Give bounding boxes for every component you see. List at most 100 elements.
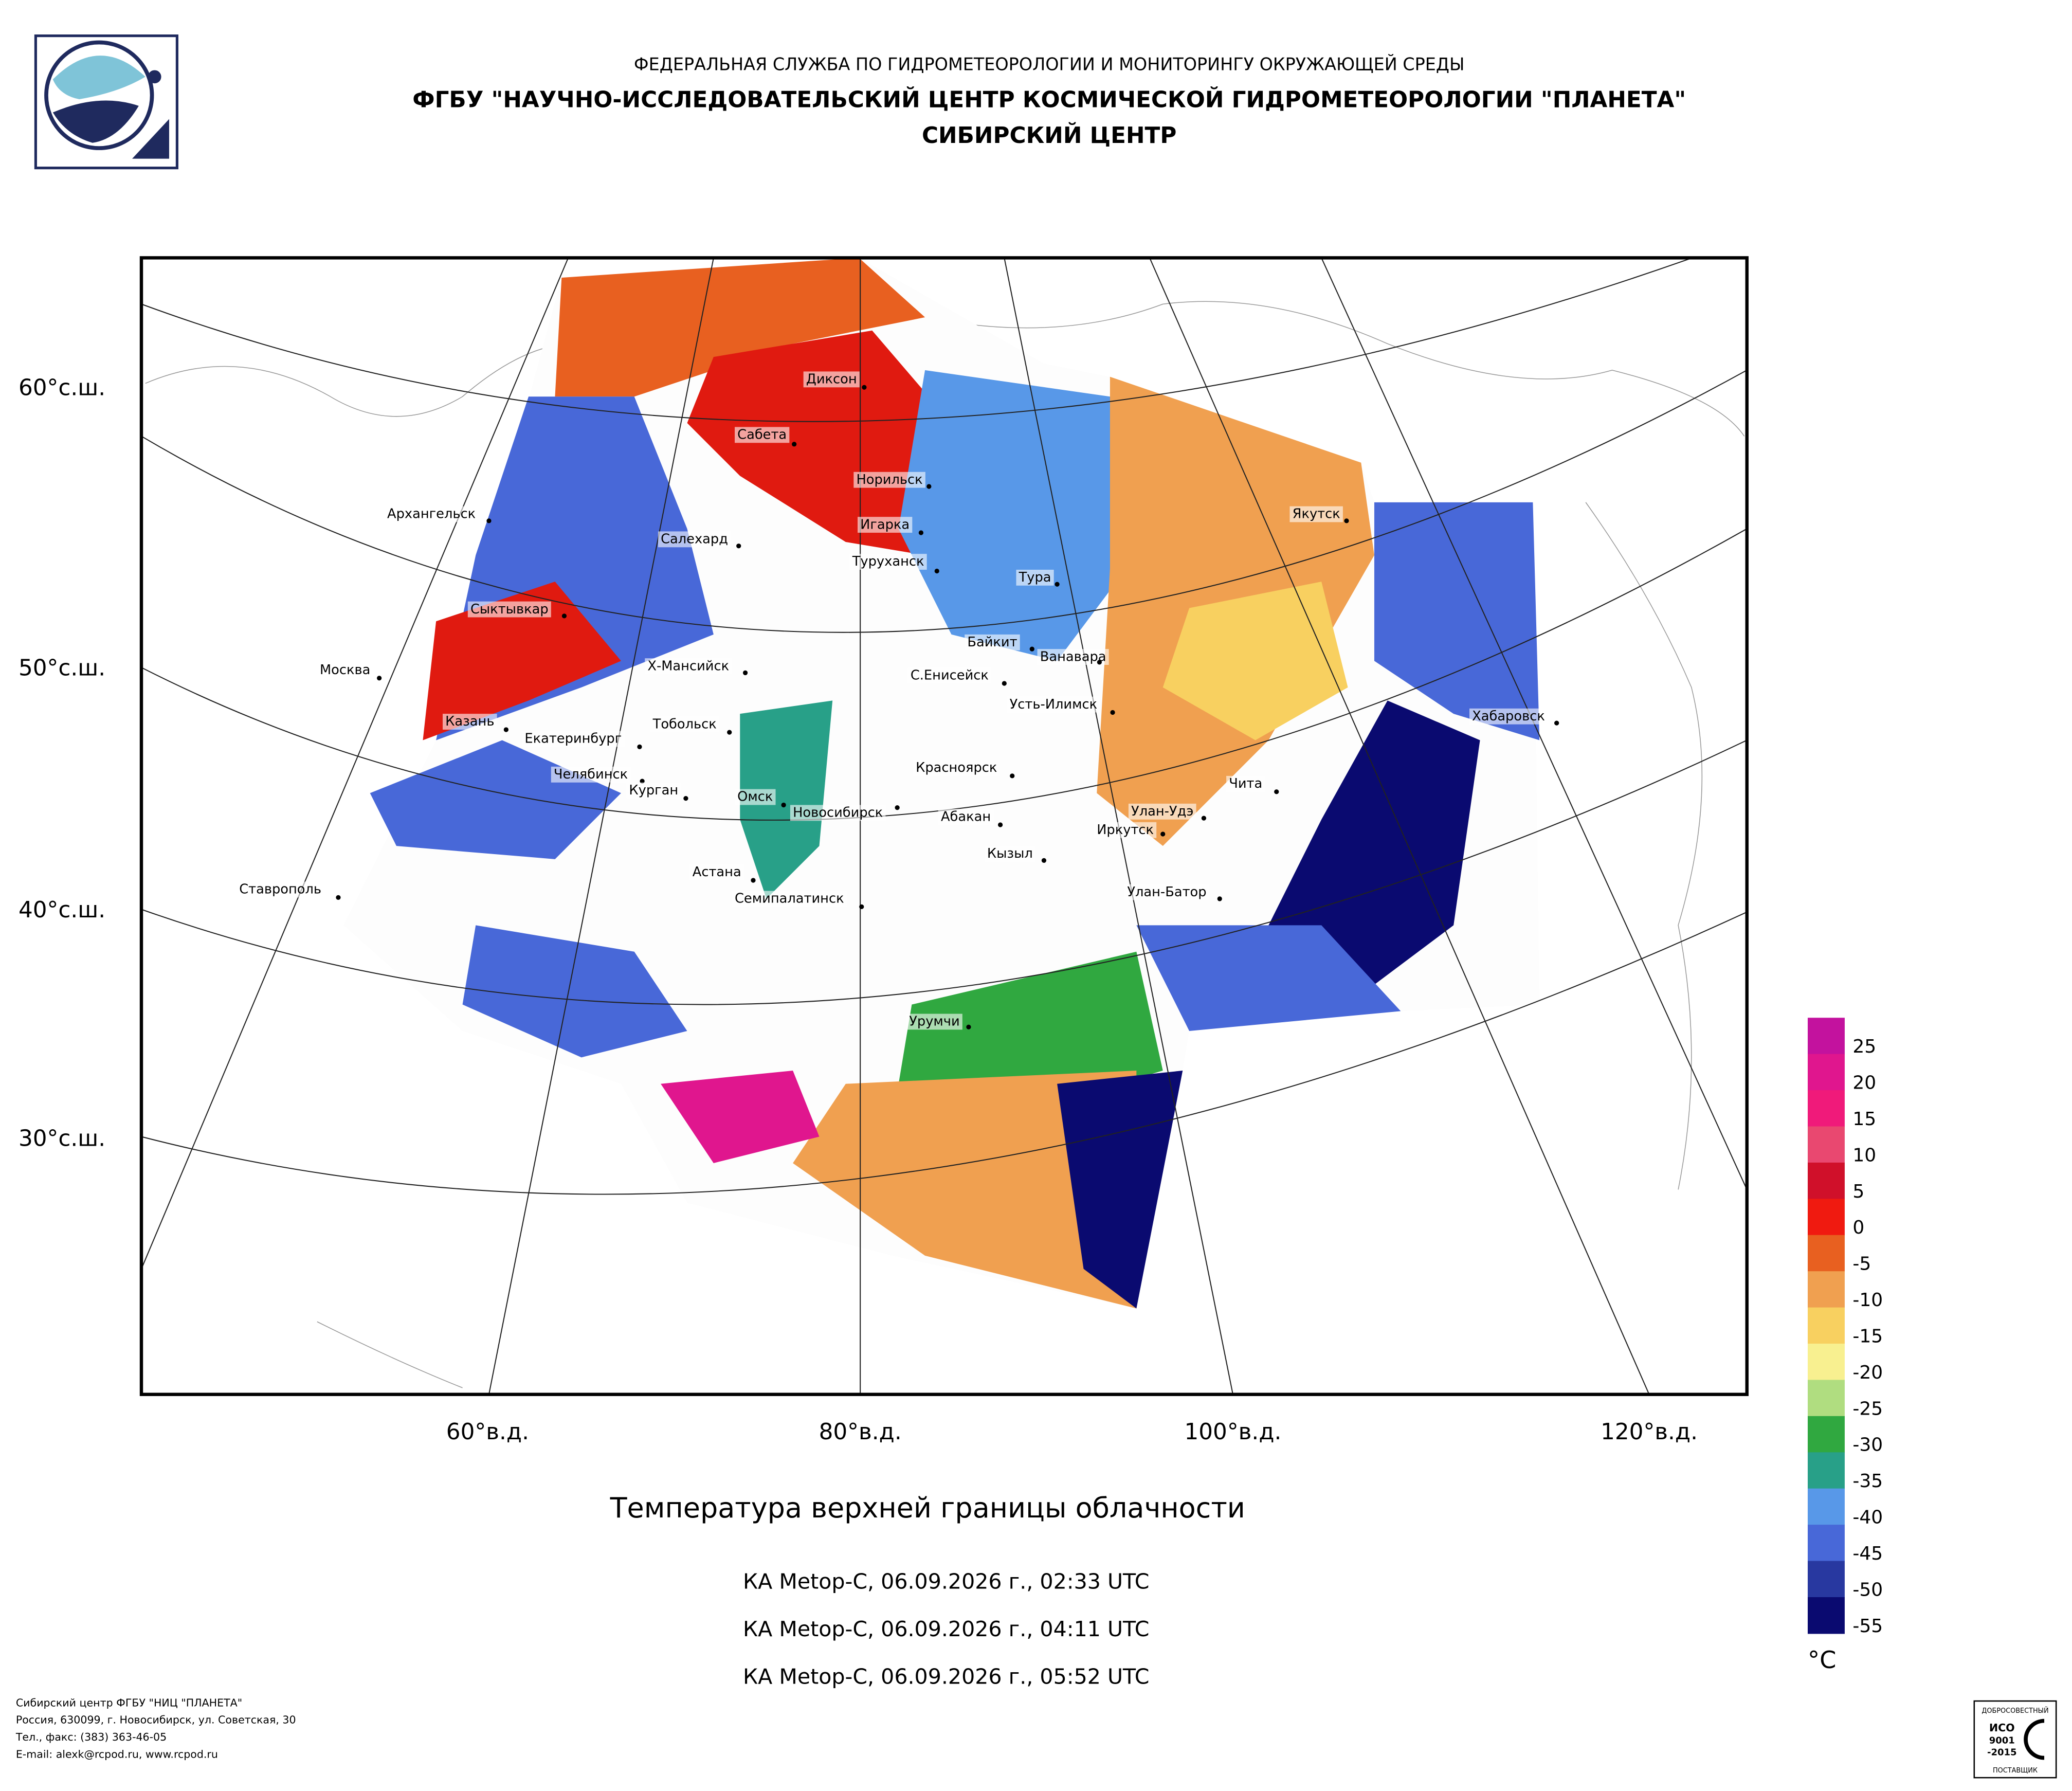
pass-line: КА Metop-C, 06.09.2026 г., 04:11 UTC [743,1617,1149,1641]
city-label-bg [1226,775,1265,792]
city-label-bg [467,601,551,618]
colorbar-tick-label: 5 [1852,1181,1864,1202]
city-label: Улан-Батор [1127,884,1206,900]
city-dot [997,822,1003,827]
footer-line: Россия, 630099, г. Новосибирск, ул. Сове… [16,1714,296,1726]
footer-line: Тел., факс: (383) 363-46-05 [15,1731,167,1743]
city-dot [926,484,932,489]
city-label: Усть-Илимск [1010,697,1098,712]
city-dot [859,904,864,909]
city-label-bg [735,789,776,805]
lat-label: 60°с.ш. [19,375,105,401]
city-dot [503,727,508,732]
city-label-bg [907,667,992,683]
city-label-bg [650,716,719,733]
pass-line: КА Metop-C, 06.09.2026 г., 02:33 UTC [743,1569,1149,1594]
city-dot [1041,858,1047,863]
colorbar-tick-label: -20 [1852,1362,1883,1383]
city-label-bg [645,658,732,674]
city-label: Москва [320,662,370,678]
colorbar-tick-label: -5 [1852,1254,1871,1275]
iso-text: ДОБРОСОВЕСТНЫЙ [1982,1707,2048,1715]
colorbar-bin [1807,1597,1845,1634]
city-dot [1097,660,1102,665]
iso-badge: ДОБРОСОВЕСТНЫЙ ИСО 9001 -2015 ПОСТАВЩИК [1973,1700,2057,1779]
colorbar-bin [1807,1416,1845,1453]
city-label: Челябинск [554,767,628,782]
city-label: Ванавара [1040,649,1106,664]
colorbar-tick-label: -40 [1852,1507,1883,1528]
colorbar-bin [1807,1235,1845,1272]
colorbar-tick-label: -25 [1852,1398,1883,1419]
city-dot [1201,816,1207,821]
city-dot [637,744,642,749]
footer: Сибирский центр ФГБУ "НИЦ "ПЛАНЕТА" Росс… [15,1696,296,1760]
city-label-bg [803,371,860,388]
city-label: Чита [1229,776,1262,791]
city-label-bg [735,427,790,443]
city-label: Диксон [806,372,857,387]
city-dot [336,895,341,900]
header-agency: ФЕДЕРАЛЬНАЯ СЛУЖБА ПО ГИДРОМЕТЕОРОЛОГИИ … [634,53,1465,74]
footer-line: Сибирский центр ФГБУ "НИЦ "ПЛАНЕТА" [16,1696,242,1709]
city-dot [918,530,924,535]
cities: Диксон Сабета Норильск Игарка Салехард Арханг… [237,371,1559,1030]
city-label: Красноярск [916,760,997,775]
city-label-bg [1016,569,1054,586]
city-label: Иркутск [1097,822,1154,838]
graticule [141,258,1747,1395]
map-title: Температура верхней границы облачности [610,1492,1245,1524]
city-label-bg [938,809,994,825]
city-label: Казань [445,714,494,729]
city-label: Байкит [967,635,1017,650]
city-label-bg [443,714,497,730]
city-label: Екатеринбург [524,731,622,747]
lon-label: 80°в.д. [819,1419,902,1445]
colorbar-bin [1807,1199,1845,1236]
city-label-bg [984,846,1035,862]
city-label: Салехард [661,532,728,547]
city-label-bg [384,506,479,522]
iso-text: -2015 [1987,1747,2017,1758]
city-dot [1055,582,1060,587]
city-dot [736,544,741,549]
colorbar-bin [1807,1561,1845,1598]
city-label: Ставрополь [239,882,321,897]
city-dot [640,779,645,784]
city-label: Норильск [856,472,922,487]
city-label: Якутск [1293,506,1340,522]
colorbar-bin [1807,1525,1845,1562]
city-dot [1110,710,1115,715]
colorbar-tick-label: -55 [1852,1616,1883,1637]
lon-label: 60°в.д. [446,1419,529,1445]
lat-label: 40°с.ш. [19,897,105,923]
city-label-bg [965,634,1020,650]
city-label: Новосибирск [793,805,883,821]
city-label-bg [1094,822,1157,838]
colorbar-bin [1807,1126,1845,1163]
city-dot [377,676,382,681]
city-label: Урумчи [909,1014,959,1029]
map: 60°с.ш. 50°с.ш. 40°с.ш. 30°с.ш. 60°в.д. … [19,256,1749,1445]
colorbar-bin [1807,1380,1845,1417]
city-label-bg [317,662,373,678]
city-dot [1344,518,1349,523]
city-label: Архангельск [387,506,476,522]
city-dot [751,878,756,883]
lon-label: 100°в.д. [1184,1419,1281,1445]
city-label-bg [1007,696,1100,713]
city-label-bg [522,731,625,747]
city-label-bg [732,891,847,907]
cloud-imagery [343,258,1540,1309]
city-dot [1010,773,1015,779]
city-label-bg [849,554,927,570]
city-dot [486,518,492,523]
city-dot [1029,646,1034,652]
city-dot [895,805,900,810]
axis-labels: 60°с.ш. 50°с.ш. 40°с.ш. 30°с.ш. 60°в.д. … [19,375,1698,1445]
city-dot [1274,789,1279,794]
city-dot [781,802,786,808]
